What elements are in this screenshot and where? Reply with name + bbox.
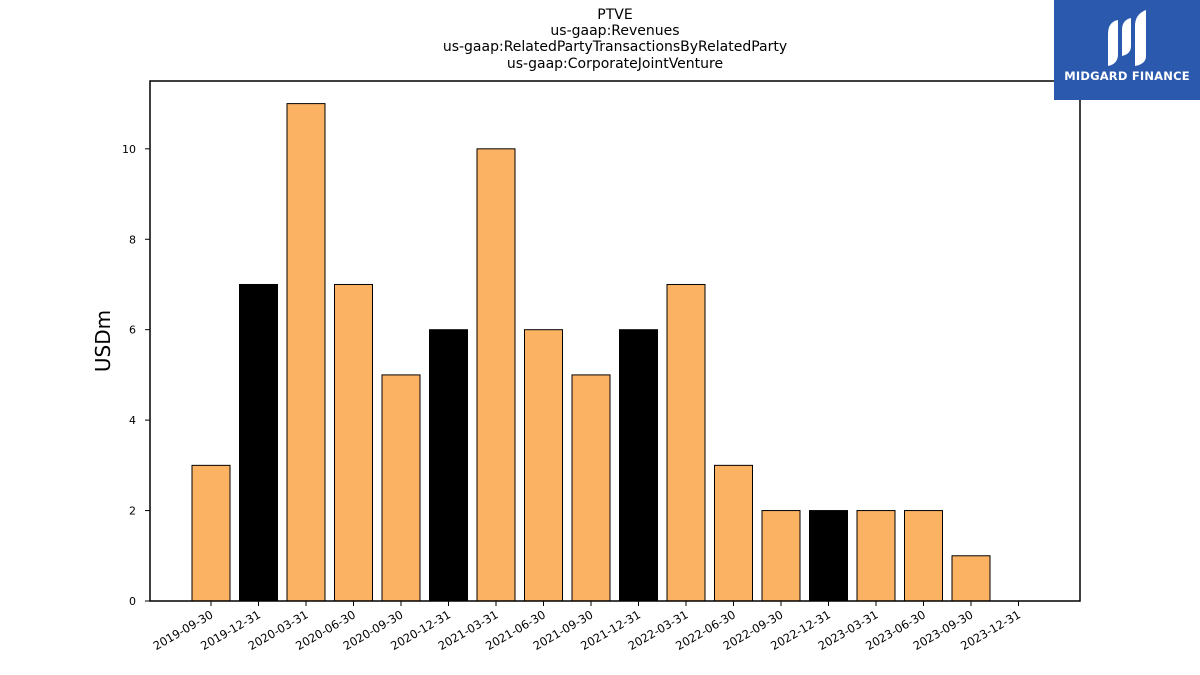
title-line-ticker: PTVE [597,7,633,23]
bar-2022-03-31 [666,283,706,602]
y-tick-label: 0 [129,595,136,608]
y-axis-label: USDm [91,310,115,372]
bar-2021-09-30 [571,374,611,602]
bar-2022-09-30 [761,510,801,602]
bar-2020-06-30 [334,283,373,602]
bar-2021-03-31 [476,148,516,602]
bar-2022-12-31 [809,510,848,602]
midgard-logo-icon [1108,10,1146,66]
title-line-axis: us-gaap:RelatedPartyTransactionsByRelate… [442,39,788,55]
bar-2020-09-30 [381,374,421,602]
bar-2020-12-31 [429,329,468,602]
bar-2020-03-31 [286,103,326,602]
title-line-concept: us-gaap:Revenues [550,23,680,39]
plot-frame [149,80,1081,602]
logo-wordmark: MIDGARD FINANCE [1064,69,1190,83]
bar-2023-06-30 [904,510,943,602]
bar-2023-03-31 [856,510,896,602]
y-tick-label: 2 [129,505,136,518]
y-tick-label: 10 [122,143,136,156]
y-tick-label: 8 [129,233,136,246]
title-line-member: us-gaap:CorporateJointVenture [506,56,724,72]
y-tick-label: 6 [129,324,136,337]
midgard-finance-logo: MIDGARD FINANCE [1054,0,1200,100]
bar-2023-09-30 [951,555,991,602]
bar-2021-06-30 [524,329,563,602]
bar-2021-12-31 [619,329,658,602]
y-tick-label: 4 [129,414,136,427]
bar-2019-09-30 [191,464,231,602]
bar-2019-12-31 [239,283,278,602]
bar-2022-06-30 [714,464,753,602]
